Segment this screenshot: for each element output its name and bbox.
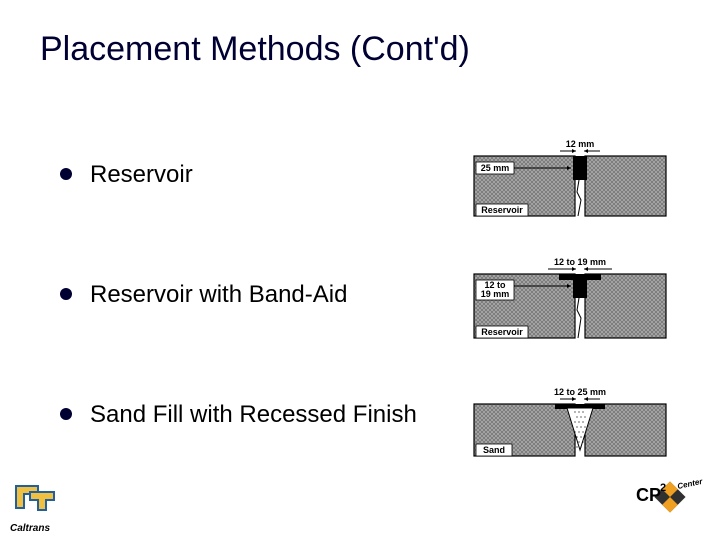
diagram-band-aid: 12 to 19 mm 12 to19 mm Reservoir <box>470 258 670 352</box>
bullet-row: Reservoir <box>60 160 193 190</box>
svg-text:Center: Center <box>677 477 705 491</box>
bullet-row: Reservoir with Band-Aid <box>60 280 347 310</box>
diagram-bottom-label: Reservoir <box>481 205 523 215</box>
svg-text:25 mm: 25 mm <box>481 163 510 173</box>
cp2-logo: CP 2 Center <box>628 473 706 526</box>
page-title: Placement Methods (Cont'd) <box>40 30 470 69</box>
diagram-bottom-label: Reservoir <box>481 327 523 337</box>
diagram-bottom-label: Sand <box>483 445 505 455</box>
bullet-icon <box>60 408 72 420</box>
bullet-icon <box>60 288 72 300</box>
diagram-top-label: 12 to 25 mm <box>554 388 606 397</box>
slide: Placement Methods (Cont'd) Reservoir Res… <box>0 0 720 540</box>
bullet-row: Sand Fill with Recessed Finish <box>60 400 417 430</box>
svg-text:CP: CP <box>636 485 661 505</box>
caltrans-logo: Caltrans <box>10 482 74 534</box>
ct-logo-icon <box>10 482 74 526</box>
diagram-top-label: 12 to 19 mm <box>554 258 606 267</box>
cp2-logo-icon: CP 2 Center <box>628 473 706 521</box>
diagram-sand-fill: 12 to 25 mm Sand <box>470 388 670 470</box>
diagram-reservoir: 12 mm 25 mm Reservoir <box>470 140 670 230</box>
bullet-text: Reservoir with Band-Aid <box>90 280 347 310</box>
bullet-icon <box>60 168 72 180</box>
svg-text:19 mm: 19 mm <box>481 289 510 299</box>
bullet-text: Sand Fill with Recessed Finish <box>90 400 417 430</box>
bullet-text: Reservoir <box>90 160 193 190</box>
svg-text:2: 2 <box>660 482 666 494</box>
diagram-top-label: 12 mm <box>566 140 595 149</box>
